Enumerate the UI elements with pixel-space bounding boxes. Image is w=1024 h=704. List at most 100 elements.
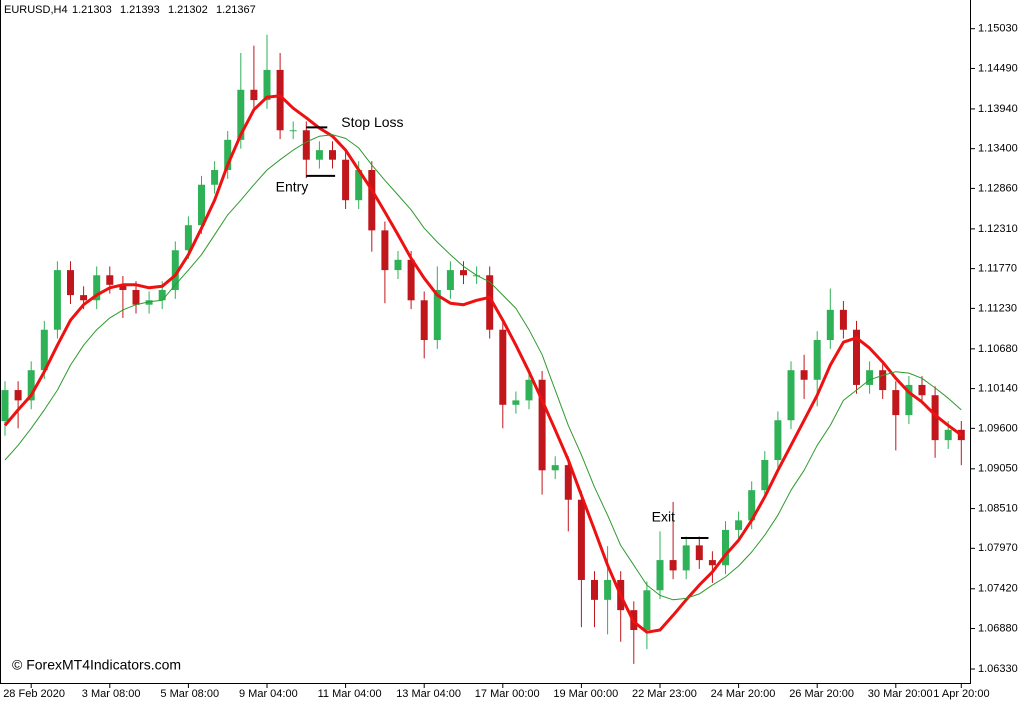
y-tick-label: 1.15030 — [978, 23, 1018, 35]
candle-body — [918, 384, 926, 396]
candle-body — [813, 340, 821, 380]
y-tick-label: 1.12860 — [978, 182, 1018, 194]
candle-body — [80, 295, 88, 301]
x-tick-label: 19 Mar 00:00 — [553, 688, 618, 700]
x-tick-label: 22 Mar 23:00 — [632, 688, 697, 700]
y-tick-label: 1.09600 — [978, 422, 1018, 434]
candle-body — [892, 390, 900, 416]
candle-body — [577, 499, 585, 580]
candle-body — [184, 225, 192, 251]
candle-body — [748, 490, 756, 521]
x-tick-label: 11 Mar 04:00 — [318, 688, 382, 700]
candle-body — [211, 170, 219, 185]
candle-body — [853, 329, 860, 385]
candle-body — [355, 170, 363, 201]
candle-body — [512, 400, 520, 405]
y-tick-label: 1.11770 — [978, 263, 1017, 275]
y-tick-label: 1.14490 — [978, 62, 1018, 74]
x-tick-label: 9 Mar 04:00 — [239, 688, 298, 700]
y-tick-label: 1.12310 — [978, 223, 1018, 235]
candle-body — [224, 139, 232, 171]
y-tick-label: 1.13400 — [978, 143, 1018, 155]
candle-body — [407, 259, 415, 301]
candle-body — [774, 420, 782, 460]
candle-body — [591, 579, 598, 600]
header-value: 1.21367 — [216, 4, 256, 16]
candle-body — [27, 370, 35, 401]
y-tick-label: 1.06880 — [978, 622, 1018, 634]
candle-body — [866, 370, 874, 385]
x-tick-label: 3 Mar 08:00 — [82, 688, 141, 700]
x-tick-label: 26 Mar 20:00 — [789, 688, 854, 700]
header-value: 1.21302 — [168, 4, 208, 16]
x-tick-label: 17 Mar 00:00 — [475, 688, 540, 700]
candle-body — [931, 395, 939, 441]
candle-body — [538, 379, 546, 471]
x-tick-label: 28 Feb 2020 — [3, 688, 65, 700]
candle-body — [787, 370, 795, 421]
candle-body — [394, 259, 402, 271]
chart-title: EURUSD,H4 — [4, 4, 68, 16]
candle-body — [643, 590, 651, 631]
candle-body — [342, 159, 350, 201]
annotation-label: Entry — [276, 179, 309, 195]
candle-body — [315, 150, 323, 160]
watermark: © ForexMT4Indicators.com — [12, 657, 181, 673]
candle-body — [669, 560, 677, 571]
candle-body — [420, 300, 428, 341]
annotation-label: Exit — [652, 509, 675, 525]
x-tick-label: 13 Mar 04:00 — [396, 688, 461, 700]
candle-body — [171, 250, 179, 290]
candle-body — [302, 130, 310, 160]
candle-body — [826, 309, 834, 341]
candle-body — [40, 329, 48, 371]
candle-body — [106, 275, 114, 285]
candle-body — [656, 560, 664, 591]
annotation-label: Stop Loss — [341, 114, 403, 130]
candle-body — [486, 275, 494, 330]
candle-body — [551, 465, 559, 471]
y-tick-label: 1.13940 — [978, 103, 1018, 115]
y-tick-label: 1.10140 — [978, 383, 1018, 395]
candle-body — [145, 300, 153, 305]
candle-body — [604, 579, 612, 600]
candle-body — [158, 289, 166, 301]
candle-body — [708, 560, 716, 566]
candle-body — [905, 384, 913, 416]
candle-body — [67, 270, 74, 296]
y-tick-label: 1.06330 — [978, 663, 1018, 675]
candle-body — [839, 309, 847, 330]
candle-body — [250, 89, 258, 101]
candle-body — [735, 520, 743, 530]
candle-body — [381, 230, 389, 271]
candle-body — [263, 69, 271, 101]
x-tick-label: 30 Mar 20:00 — [868, 688, 933, 700]
y-tick-label: 1.09050 — [978, 463, 1018, 475]
x-tick-label: 5 Mar 08:00 — [160, 688, 219, 700]
moving-average-line — [4, 134, 962, 601]
candle-body — [682, 545, 690, 571]
candle-body — [695, 545, 703, 561]
y-tick-label: 1.07970 — [978, 542, 1018, 554]
candle-body — [93, 275, 101, 301]
candle-body — [198, 184, 205, 226]
candle-body — [446, 270, 454, 290]
candle-body — [564, 465, 572, 500]
candle-body — [879, 370, 887, 391]
header-value: 1.21303 — [72, 4, 112, 16]
candle-body — [433, 289, 441, 341]
candle-body — [525, 379, 533, 401]
y-tick-label: 1.07420 — [978, 583, 1018, 595]
candle-body — [800, 370, 808, 380]
candle-body — [944, 429, 952, 441]
candle-body — [53, 270, 61, 330]
candle-body — [276, 69, 284, 131]
candle-body — [499, 329, 507, 405]
x-tick-label: 1 Apr 20:00 — [933, 688, 989, 700]
candle-body — [119, 284, 127, 290]
candle-body — [761, 459, 769, 491]
candle-body — [237, 89, 245, 140]
